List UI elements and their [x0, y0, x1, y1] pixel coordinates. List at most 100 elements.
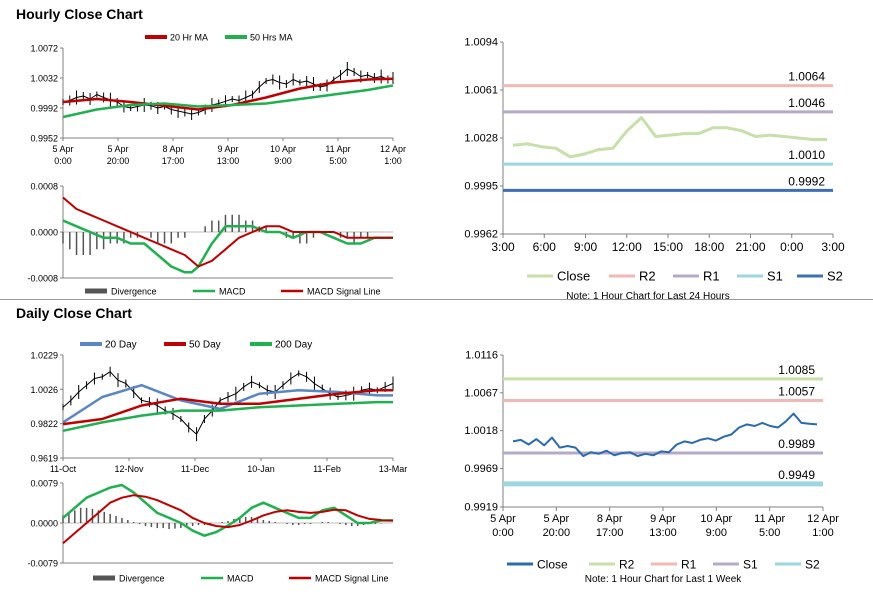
daily-levels-x-tick-label: 5 Apr [490, 513, 516, 525]
hourly-levels-y-tick-label: 1.0061 [464, 85, 498, 97]
hourly-ma-legend-label: 20 Hr MA [170, 33, 208, 43]
daily-levels-legend-label: S2 [805, 558, 820, 572]
daily-levels-y-tick-label: 1.0018 [464, 425, 498, 437]
daily-levels-level-label: 0.9949 [778, 468, 815, 482]
daily-macd-legend-label: MACD Signal Line [315, 574, 389, 584]
daily-ma-legend-label: 20 Day [105, 340, 137, 351]
hourly-levels-legend-label: Close [557, 269, 590, 284]
section-divider [0, 299, 873, 300]
hourly-macd-legend-label: MACD Signal Line [307, 287, 381, 297]
daily-levels-level-label: 0.9989 [778, 437, 815, 451]
daily-levels-x-tick-label: 20:00 [543, 527, 571, 539]
hourly-levels-x-tick-label: 3:00 [491, 240, 515, 254]
daily-ma-x-tick-label: 12-Nov [114, 464, 144, 474]
hourly-levels-x-tick-label: 3:00 [821, 240, 845, 254]
hourly-levels-x-tick-label: 12:00 [612, 240, 642, 254]
daily-levels-x-tick-label: 5 Apr [543, 513, 569, 525]
hourly-ma-x-tick-label: 13:00 [217, 156, 240, 166]
hourly-section-title: Hourly Close Chart [16, 6, 143, 22]
daily-levels-x-tick-label: 5:00 [759, 527, 780, 539]
hourly-levels-note: Note: 1 Hour Chart for Last 24 Hours [566, 291, 729, 302]
hourly-ma-x-tick-label: 9 Apr [217, 144, 238, 154]
daily-levels-level-label: 1.0085 [778, 363, 815, 377]
daily-macd-y-tick-label: -0.0079 [27, 559, 58, 569]
daily-ma-y-tick-label: 0.9619 [30, 454, 58, 464]
daily-levels-x-tick-label: 8 Apr [597, 513, 623, 525]
hourly-ma-x-tick-label: 5:00 [329, 156, 347, 166]
daily-levels-x-tick-label: 9:00 [706, 527, 727, 539]
hourly-ma-x-tick-label: 20:00 [107, 156, 130, 166]
daily-levels-x-tick-label: 9 Apr [650, 513, 676, 525]
hourly-ma-x-tick-label: 1:00 [384, 156, 402, 166]
daily-levels-x-tick-label: 12 Apr [807, 513, 839, 525]
daily-levels-close-line [512, 412, 818, 458]
daily-macd-legend-label: MACD [227, 574, 254, 584]
daily-levels-y-tick-label: 0.9919 [464, 502, 498, 514]
hourly-ma-y-tick-label: 0.9992 [30, 104, 58, 114]
hourly-ma-x-tick-label: 0:00 [54, 156, 72, 166]
hourly-ma-x-tick-label: 12 Apr [380, 144, 406, 154]
hourly-ma-y-tick-label: 0.9952 [30, 134, 58, 144]
daily-levels-y-tick-label: 1.0116 [465, 350, 498, 362]
hourly-levels-level-label: 1.0010 [788, 148, 825, 162]
hourly-ma-x-tick-label: 9:00 [274, 156, 292, 166]
hourly-macd-y-tick-label: 0.0000 [30, 228, 58, 238]
hourly-levels-close-line [512, 116, 827, 159]
hourly-levels-level-label: 0.9992 [788, 174, 825, 188]
daily-section-title: Daily Close Chart [16, 305, 132, 321]
hourly-levels-x-tick-label: 6:00 [533, 240, 557, 254]
daily-ma-y-tick-label: 1.0026 [30, 385, 58, 395]
daily-ma-x-tick-label: 11-Dec [181, 464, 210, 474]
hourly-levels-y-tick-label: 1.0028 [464, 133, 498, 145]
hourly-ma-x-tick-label: 17:00 [162, 156, 185, 166]
hourly-levels-legend-label: S1 [767, 269, 783, 284]
hourly-levels-level-label: 1.0046 [788, 96, 825, 110]
daily-levels-legend-label: R1 [681, 558, 697, 572]
hourly-ma-close-line [62, 68, 394, 115]
daily-levels-x-tick-label: 0:00 [492, 527, 513, 539]
daily-ma-x-tick-label: 10-Jan [247, 464, 275, 474]
hourly-macd-macd-line [62, 219, 393, 274]
hourly-levels-legend-label: R2 [639, 269, 656, 284]
hourly-levels-legend-label: S2 [827, 269, 843, 284]
hourly-ma-legend-label: 50 Hrs MA [250, 33, 293, 43]
daily-ma-x-tick-label: 13-Mar [379, 464, 408, 474]
hourly-levels-x-tick-label: 0:00 [780, 240, 804, 254]
hourly-ma-x-tick-label: 10 Apr [270, 144, 296, 154]
hourly-ma-x-tick-label: 5 Apr [52, 144, 73, 154]
hourly-levels-x-tick-label: 15:00 [653, 240, 683, 254]
daily-macd-signal-line [62, 494, 394, 545]
hourly-levels-y-tick-label: 1.0094 [464, 37, 498, 49]
hourly-macd-legend-label: MACD [219, 287, 246, 297]
daily-levels-y-tick-label: 1.0067 [464, 387, 498, 399]
daily-macd-y-tick-label: 0.0079 [30, 479, 58, 489]
hourly-ma-y-tick-label: 1.0072 [30, 44, 58, 54]
daily-macd-y-tick-label: 0.0000 [30, 519, 58, 529]
daily-ma-legend-label: 200 Day [275, 340, 312, 351]
daily-levels-x-tick-label: 11 Apr [754, 513, 785, 525]
daily-ma-y-tick-label: 0.9822 [30, 419, 58, 429]
hourly-ma-x-tick-label: 11 Apr [325, 144, 350, 154]
daily-ma-legend-label: 50 Day [189, 340, 221, 351]
hourly-macd-signal-line [62, 196, 393, 268]
daily-levels-y-tick-label: 0.9969 [464, 463, 498, 475]
hourly-levels-legend-label: R1 [703, 269, 720, 284]
daily-ma-ma-line [62, 400, 393, 433]
daily-levels-x-tick-label: 1:00 [812, 527, 833, 539]
hourly-macd-legend-label: Divergence [111, 287, 157, 297]
daily-levels-x-tick-label: 10 Apr [700, 513, 732, 525]
hourly-levels-x-tick-label: 9:00 [574, 240, 598, 254]
hourly-ma-ma-line [62, 84, 394, 119]
hourly-levels-x-tick-label: 18:00 [694, 240, 724, 254]
daily-ma-ma-line [62, 383, 393, 424]
daily-ma-ma-line [62, 389, 393, 426]
hourly-levels-y-tick-label: 0.9962 [464, 229, 498, 241]
hourly-levels-y-tick-label: 0.9995 [464, 181, 498, 193]
daily-levels-x-tick-label: 13:00 [649, 527, 677, 539]
hourly-levels-x-tick-label: 21:00 [735, 240, 765, 254]
daily-levels-note: Note: 1 Hour Chart for Last 1 Week [585, 574, 743, 585]
hourly-ma-y-tick-label: 1.0032 [30, 74, 58, 84]
daily-ma-x-tick-label: 11-Oct [50, 464, 77, 474]
daily-levels-legend-label: S1 [743, 558, 758, 572]
